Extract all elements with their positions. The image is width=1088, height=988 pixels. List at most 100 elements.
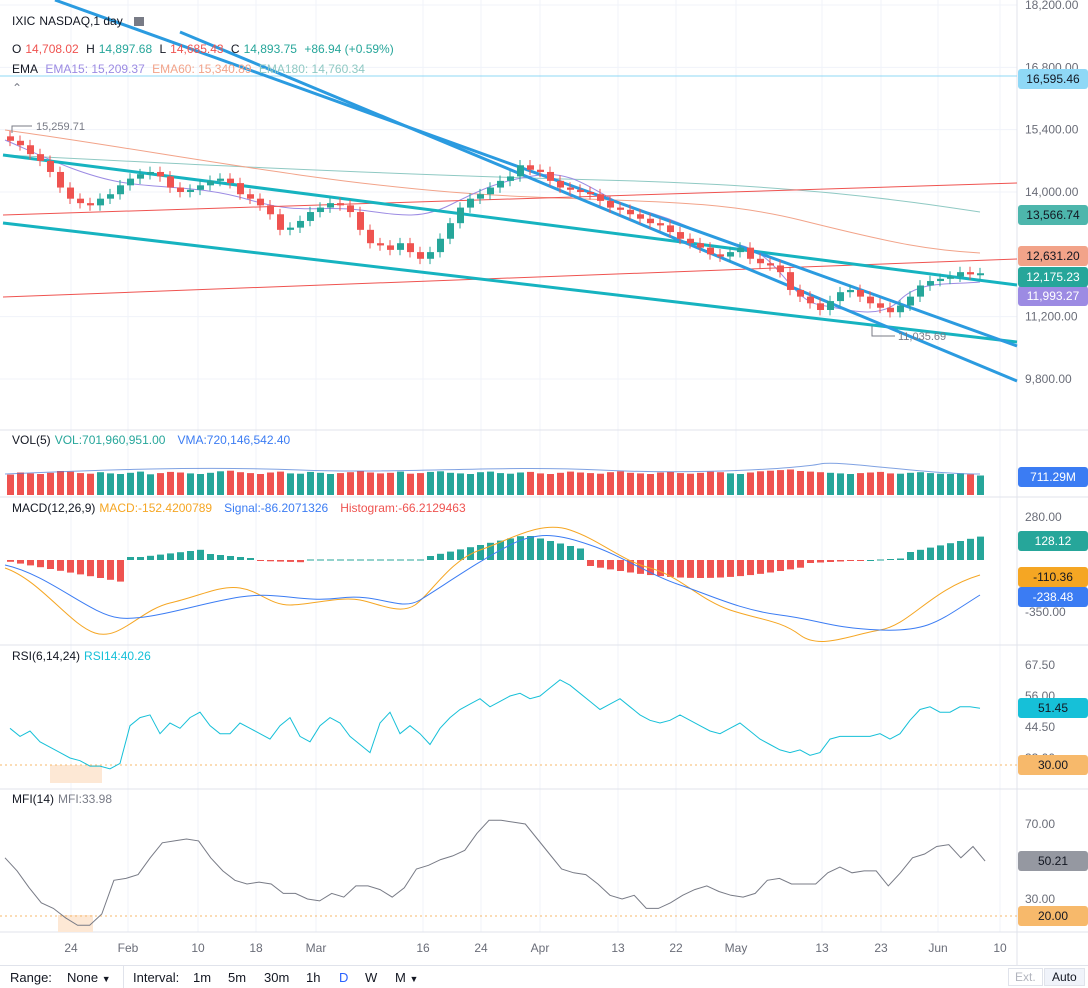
candle-body: [567, 187, 574, 190]
macd-histogram-bar: [197, 549, 204, 560]
symbol-name: NASDAQ,1 day: [39, 14, 123, 28]
chart-canvas[interactable]: 15,259.71 11,035.69 18,200.0016,800.0015…: [0, 0, 1088, 965]
interval-m[interactable]: M ▼: [395, 970, 419, 985]
volume-bar: [277, 471, 284, 495]
macd-histogram-bar: [687, 560, 694, 578]
candle-body: [457, 207, 464, 224]
volume-bar: [867, 472, 874, 495]
volume-bar: [207, 472, 214, 495]
high-annotation: 15,259.71: [11, 121, 85, 133]
high-value: 15,259.71: [36, 121, 85, 133]
candle-body: [717, 254, 724, 257]
macd-histogram-bar: [427, 556, 434, 560]
macd-line-tag: -110.36: [1018, 567, 1088, 587]
volume-bar: [877, 471, 884, 495]
candle-body: [477, 194, 484, 199]
macd-histogram-bar: [887, 559, 894, 560]
volume-bar: [927, 473, 934, 495]
time-axis[interactable]: 24 Feb 10 18 Mar 16 24 Apr 13 22 May 13 23 Jun 10: [64, 941, 1007, 955]
candle-body: [327, 203, 334, 208]
macd-histogram-bar: [337, 559, 344, 561]
macd-histogram-bar: [207, 554, 214, 560]
candle-body: [937, 278, 944, 282]
interval-w[interactable]: W: [365, 970, 378, 985]
volume-legend: VOL(5) VOL:701,960,951.00 VMA:720,146,542.…: [12, 433, 291, 447]
macd-histogram-bar: [697, 560, 704, 578]
candle-body: [377, 243, 384, 246]
macd-histogram-bar: [387, 559, 394, 561]
volume-bar: [537, 473, 544, 495]
auto-toggle[interactable]: Auto: [1044, 968, 1085, 986]
macd-histogram-bar: [367, 559, 374, 561]
candle-body: [397, 243, 404, 250]
macd-histogram-bar: [607, 560, 614, 570]
candle-body: [37, 154, 44, 161]
volume-bar: [387, 472, 394, 495]
volume-bar: [517, 472, 524, 495]
ema-legend: EMA EMA15: 15,209.37 EMA60: 15,340.89 EM…: [12, 62, 365, 76]
ema180-line: [4, 154, 981, 213]
collapse-legend-icon[interactable]: ⌃: [12, 81, 23, 95]
candle-body: [197, 185, 204, 190]
macd-histogram-bar: [377, 559, 384, 561]
trendline-teal-lower[interactable]: [2, 221, 1018, 344]
interval-30m[interactable]: 30m: [264, 970, 290, 985]
candle-body: [827, 301, 834, 310]
candle-body: [557, 180, 564, 188]
candle-body: [137, 174, 144, 179]
volume-bar: [357, 471, 364, 495]
macd-histogram-bar: [807, 560, 814, 563]
chart-settings-icon[interactable]: [134, 17, 145, 27]
macd-histogram-bar: [857, 560, 864, 561]
volume-bar: [967, 474, 974, 495]
range-select[interactable]: None ▼: [67, 970, 111, 985]
ext-toggle[interactable]: Ext.: [1008, 968, 1043, 986]
trendline-blue-upper[interactable]: [54, 0, 1018, 348]
indicator-tick-label: 67.50: [1025, 658, 1055, 672]
range-label: Range:: [10, 970, 52, 985]
interval-1h[interactable]: 1h: [306, 970, 321, 985]
interval-5m[interactable]: 5m: [228, 970, 247, 985]
volume-series: [7, 469, 984, 495]
volume-bar: [377, 473, 384, 495]
macd-histogram-bar: [357, 559, 364, 561]
signal-line: [4, 535, 981, 631]
volume-bar: [197, 474, 204, 495]
trendline-blue-lower[interactable]: [179, 30, 1018, 383]
macd-histogram: [7, 536, 984, 582]
macd-histogram-bar: [507, 538, 514, 560]
candle-body: [947, 276, 954, 279]
candle-body: [337, 203, 344, 206]
price-axis[interactable]: 18,200.0016,800.0015,400.0014,000.0011,2…: [1025, 0, 1079, 906]
time-tick-label: 10: [191, 941, 205, 955]
trendline-red-lower[interactable]: [2, 258, 1018, 298]
candle-body: [597, 194, 604, 201]
volume-bar: [257, 474, 264, 495]
interval-1m[interactable]: 1m: [193, 970, 212, 985]
macd-histogram-bar: [727, 560, 734, 577]
volume-bar: [717, 472, 724, 495]
macd-histogram-bar: [457, 549, 464, 560]
volume-bar: [757, 471, 764, 495]
macd-histogram-bar: [187, 551, 194, 560]
candle-body: [757, 258, 764, 264]
interval-d[interactable]: D: [339, 970, 349, 985]
candle-body: [647, 218, 654, 224]
macd-histogram-bar: [107, 560, 114, 580]
mfi-tag: 50.21: [1018, 851, 1088, 871]
candle-body: [727, 252, 734, 257]
volume-bar: [557, 472, 564, 495]
price-tag-last: 12,175.23: [1018, 267, 1088, 287]
indicator-tick-label: -350.00: [1025, 605, 1066, 619]
macd-histogram-bar: [97, 560, 104, 578]
volume-bar: [367, 472, 374, 495]
time-tick-label: 18: [249, 941, 263, 955]
divider: [123, 966, 124, 988]
close-value: 14,893.75: [243, 42, 297, 56]
volume-bar: [897, 473, 904, 495]
candle-body: [157, 171, 164, 177]
candle-body: [467, 198, 474, 208]
volume-bar: [287, 473, 294, 495]
trendline-red-upper[interactable]: [2, 182, 1018, 216]
volume-bar: [507, 473, 514, 495]
